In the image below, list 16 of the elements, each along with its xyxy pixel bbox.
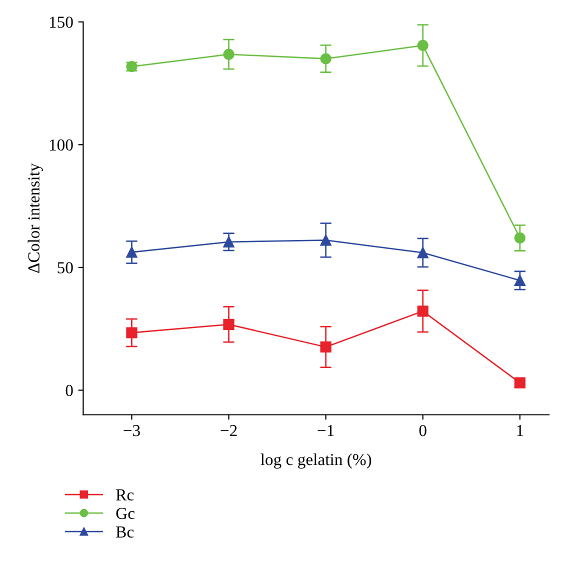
x-tick-label: 0 (419, 424, 426, 436)
y-tick-label: 50 (58, 262, 73, 274)
x-tick-label: −1 (318, 425, 334, 436)
x-tick-label: −3 (124, 425, 140, 436)
y-tick-label: 100 (50, 139, 73, 151)
point (223, 318, 234, 330)
legend-label: Gc (116, 508, 135, 520)
x-axis-title: log c gelatin (%) (260, 453, 372, 469)
y-tick-label: 0 (66, 384, 73, 396)
point (126, 327, 138, 338)
legend-label: Rc (116, 489, 134, 501)
y-axis-title: ΔColor intensity (28, 163, 43, 273)
x-tick-label: 1 (517, 425, 524, 436)
x-tick-label: −2 (220, 425, 237, 436)
y-tick-label: 150 (50, 16, 73, 28)
legend-label: Bc (116, 526, 134, 538)
